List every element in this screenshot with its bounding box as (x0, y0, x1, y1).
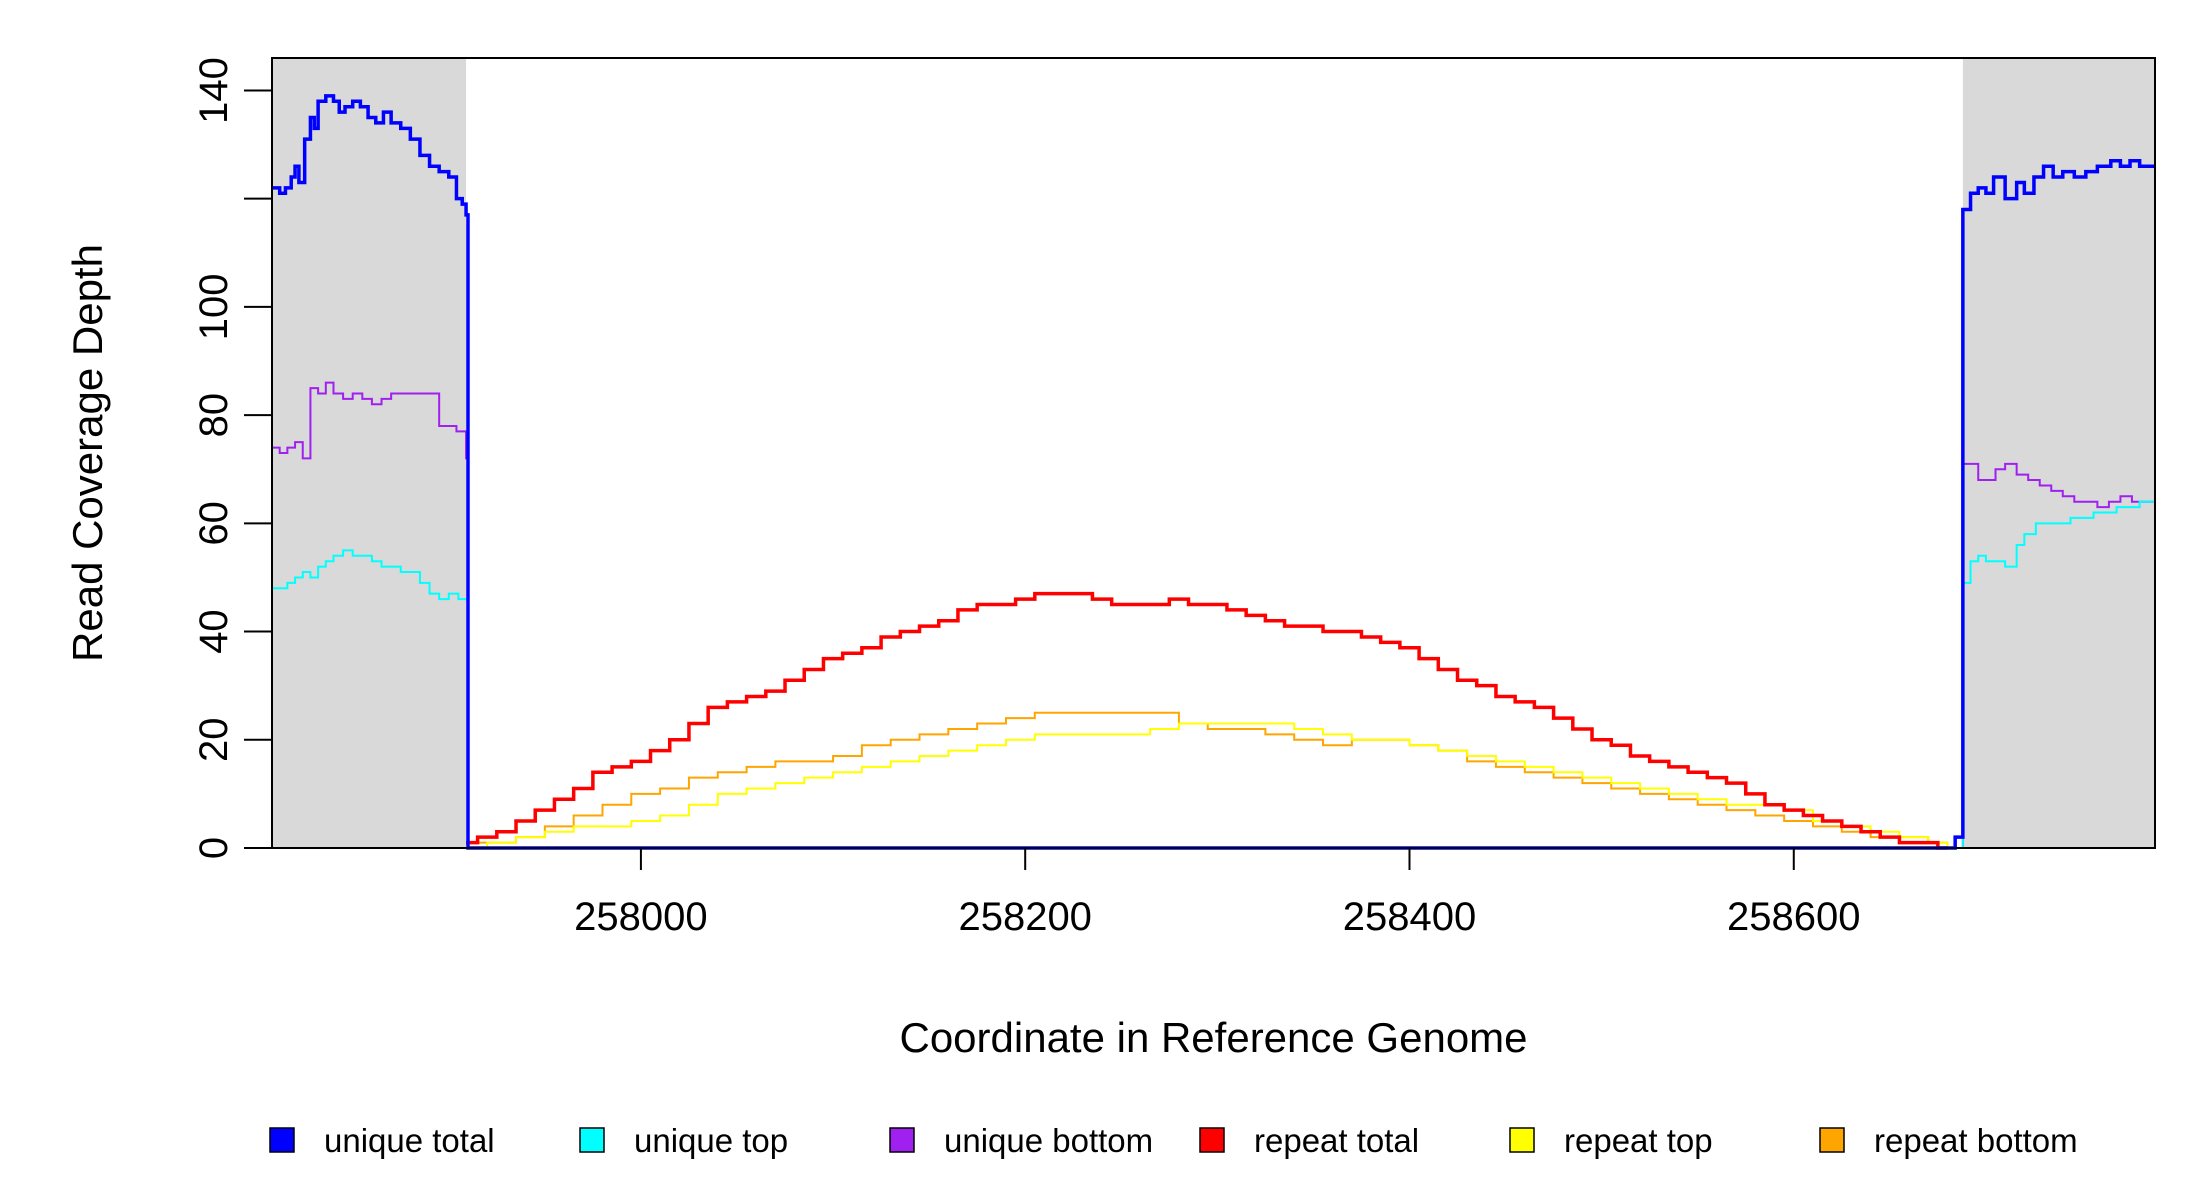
x-axis-title: Coordinate in Reference Genome (899, 1014, 1527, 1061)
legend-swatch-repeat-top (1509, 1127, 1535, 1153)
y-tick-label: 0 (192, 837, 236, 859)
plot-frame (271, 57, 2156, 849)
y-tick-label: 80 (192, 393, 236, 438)
legend: unique total unique top unique bottom repea… (269, 1122, 2078, 1159)
legend-label-repeat-top: repeat top (1564, 1122, 1713, 1159)
series-line-repeat-total (466, 591, 1948, 850)
y-axis-title: Read Coverage Depth (64, 244, 111, 662)
series-line-unique-total (272, 94, 2155, 850)
y-tick-label: 140 (192, 57, 236, 124)
y-tick-label: 40 (192, 609, 236, 654)
legend-label-unique-total: unique total (324, 1122, 495, 1159)
legend-label-unique-top: unique top (634, 1122, 788, 1159)
series-layer (272, 94, 2156, 850)
legend-swatch-repeat-bottom (1819, 1127, 1845, 1153)
x-tick-label: 258000 (574, 895, 707, 939)
legend-swatch-unique-bottom (889, 1127, 915, 1153)
legend-label-unique-bottom: unique bottom (944, 1122, 1153, 1159)
x-tick-label: 258400 (1343, 895, 1476, 939)
series-line-unique-bottom (272, 381, 2156, 849)
legend-swatch-repeat-total (1199, 1127, 1225, 1153)
y-axis: 0 20 40 60 80 100 140 (192, 57, 272, 859)
shaded-region-0 (272, 58, 467, 848)
y-tick-label: 60 (192, 501, 236, 546)
x-axis: 258000 258200 258400 258600 (574, 848, 1861, 939)
x-tick-label: 258600 (1727, 895, 1860, 939)
legend-swatch-unique-top (579, 1127, 605, 1153)
series-line-unique-top (272, 500, 2155, 849)
x-tick-label: 258200 (958, 895, 1091, 939)
legend-label-repeat-total: repeat total (1254, 1122, 1419, 1159)
legend-label-repeat-bottom: repeat bottom (1874, 1122, 2078, 1159)
y-tick-label: 20 (192, 718, 236, 763)
series-line-repeat-top (466, 722, 1949, 849)
legend-swatch-unique-total (269, 1127, 295, 1153)
y-tick-label: 100 (192, 274, 236, 341)
